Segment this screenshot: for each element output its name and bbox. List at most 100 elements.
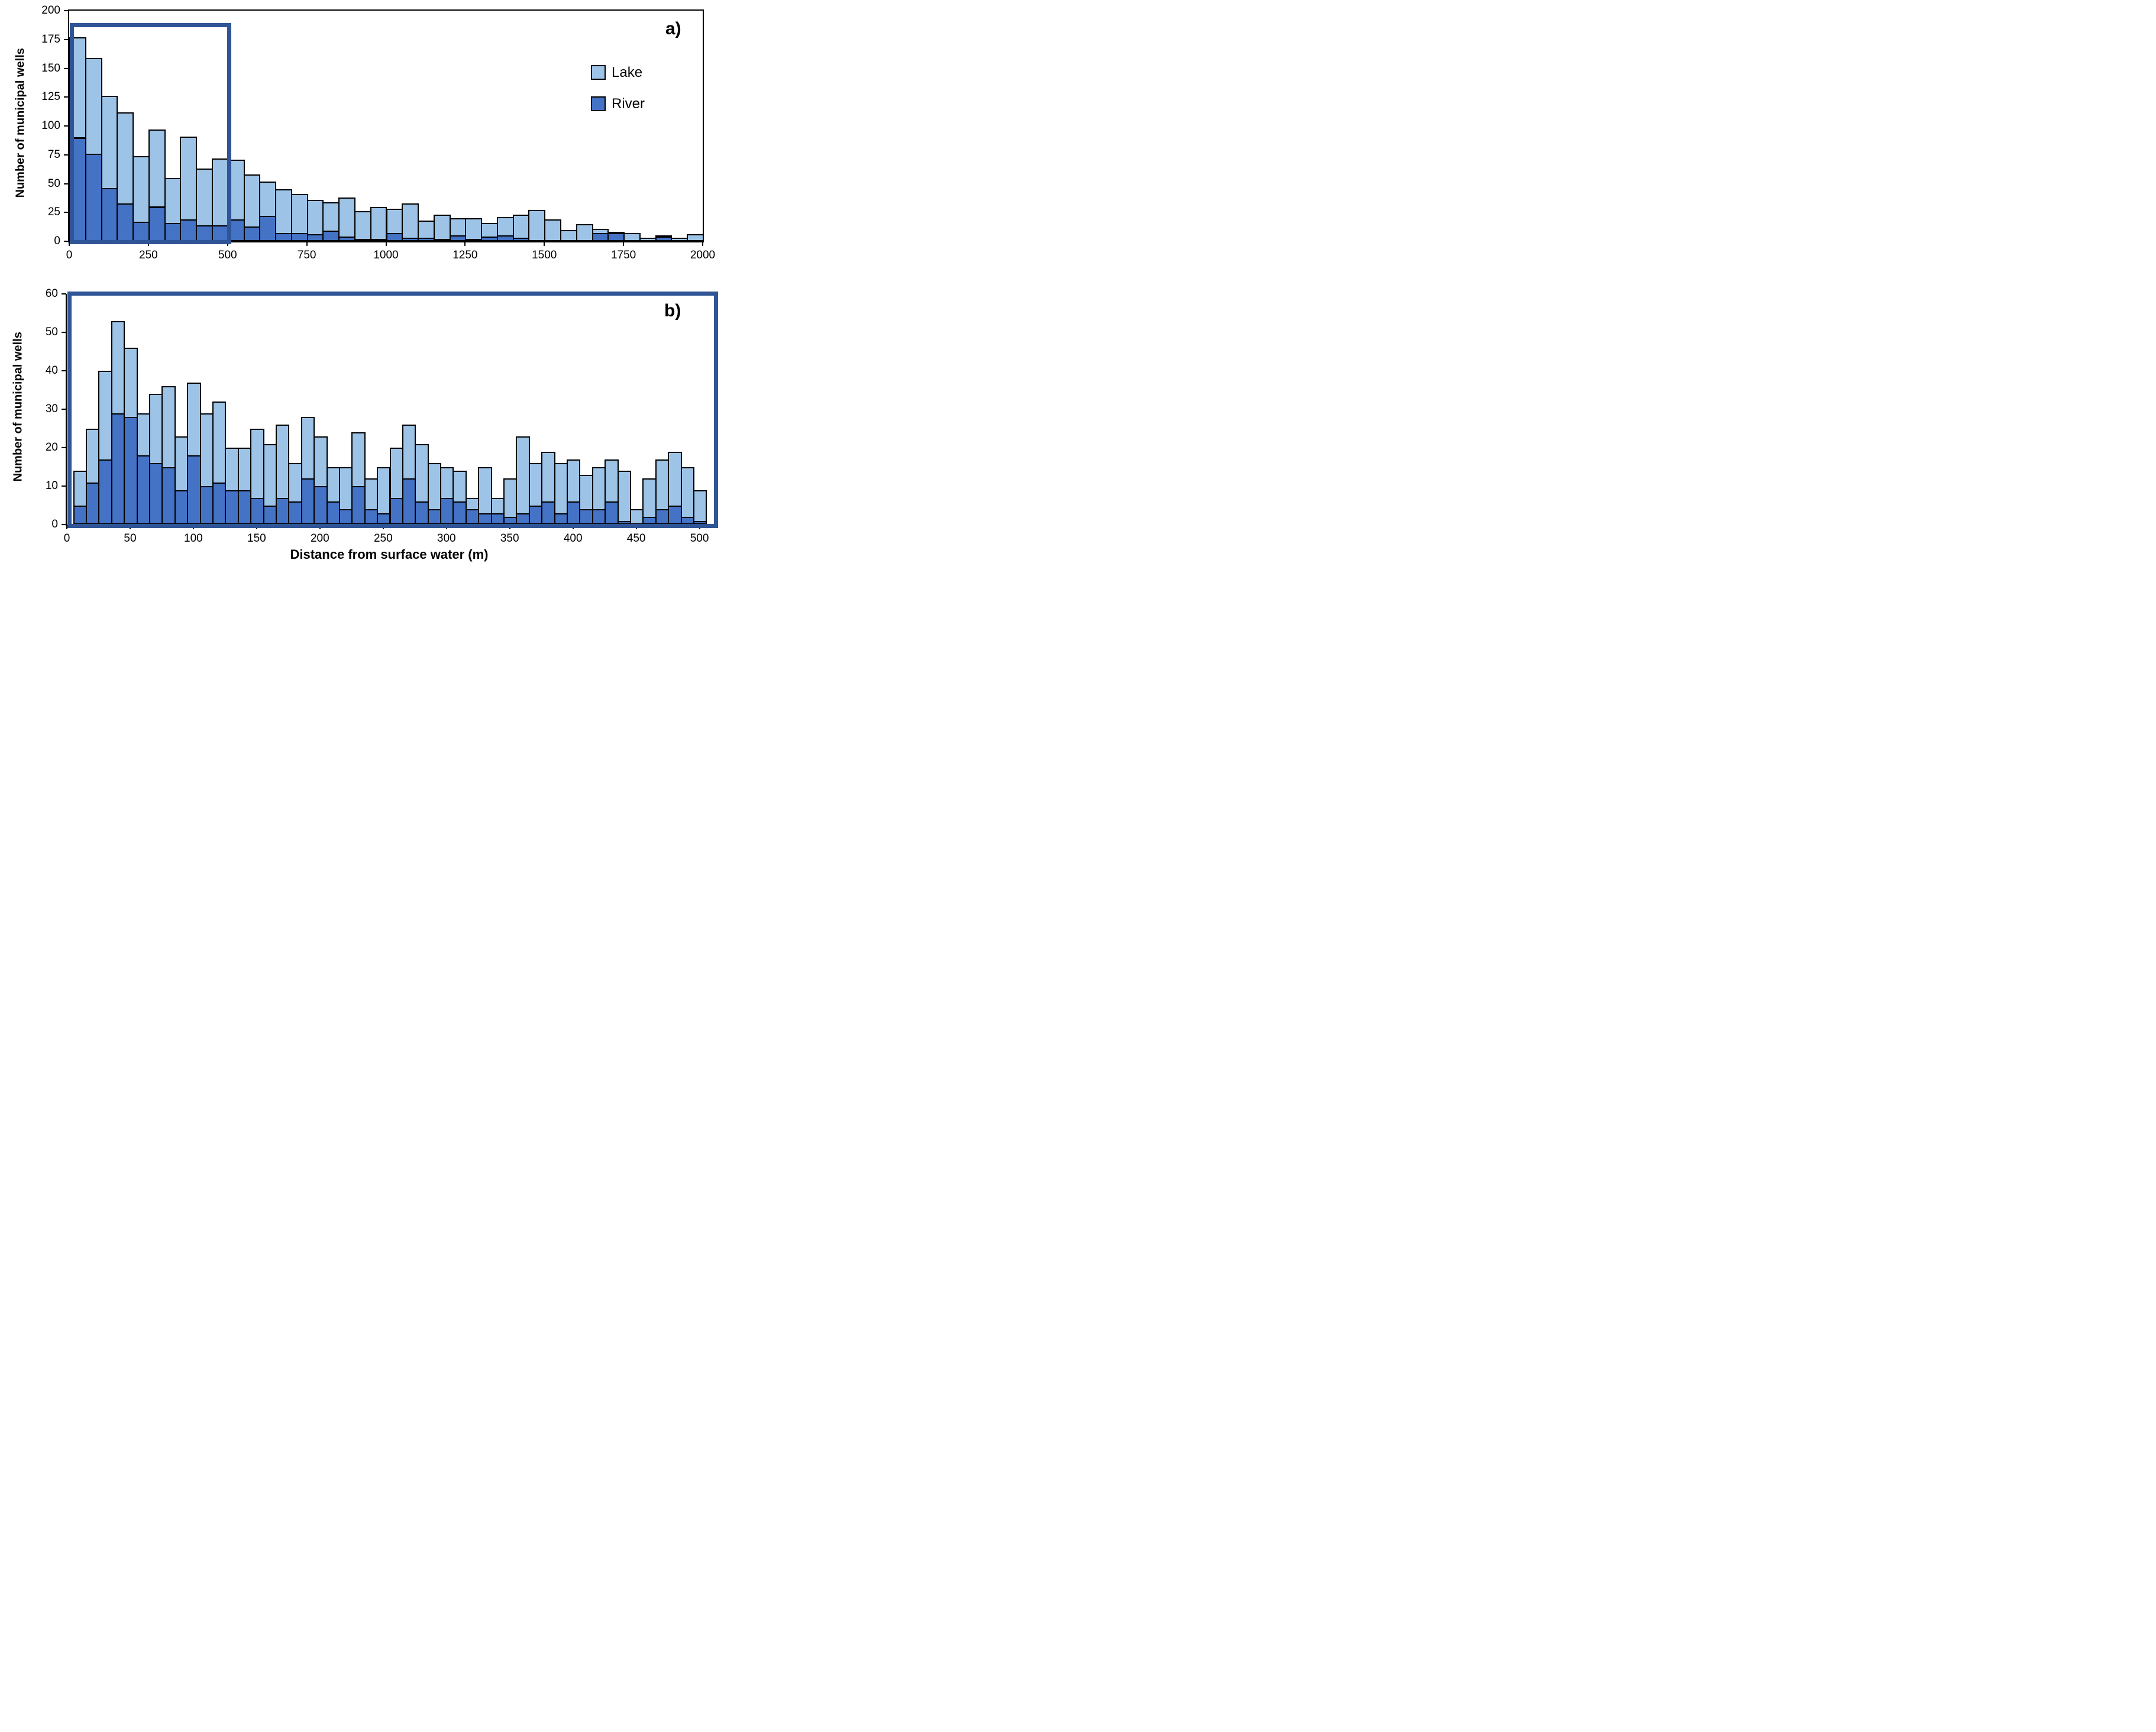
two-panel-histogram-figure: Number of municipal wells a) Lake River … xyxy=(0,0,719,577)
bar-segment-lake xyxy=(452,471,467,503)
x-tick-label: 1250 xyxy=(452,249,478,261)
x-tick-mark xyxy=(464,241,466,246)
bar-segment-lake xyxy=(465,218,483,241)
y-tick-mark xyxy=(64,96,69,98)
x-tick-mark xyxy=(702,241,703,246)
bar-segment-lake xyxy=(313,436,328,487)
x-axis-title: Distance from surface water (m) xyxy=(290,547,489,562)
bar-segment-lake xyxy=(370,206,387,241)
x-tick-mark xyxy=(66,525,67,529)
y-tick-label: 175 xyxy=(41,33,60,46)
y-tick-label: 100 xyxy=(41,119,60,132)
x-tick-label: 250 xyxy=(139,249,158,261)
x-tick-label: 100 xyxy=(184,532,203,545)
legend-river-label: River xyxy=(612,95,645,112)
bar-segment-lake xyxy=(338,197,355,238)
bar-segment-river xyxy=(275,233,292,241)
x-tick-label: 200 xyxy=(310,532,329,545)
bar-segment-lake xyxy=(639,238,657,241)
y-tick-mark xyxy=(62,293,66,294)
bar-segment-lake xyxy=(591,228,609,235)
bar-segment-lake xyxy=(544,219,562,241)
x-tick-label: 1000 xyxy=(373,249,399,261)
bar-segment-lake xyxy=(576,224,593,241)
bar-segment-lake xyxy=(212,402,227,484)
zoom-region-inset-box xyxy=(70,23,232,244)
y-tick-label: 0 xyxy=(54,235,60,247)
x-tick-label: 750 xyxy=(297,249,316,261)
y-tick-label: 0 xyxy=(51,518,58,530)
bar-segment-lake xyxy=(259,181,277,218)
legend-item-river: River xyxy=(591,96,645,111)
bar-segment-river xyxy=(322,231,340,241)
y-tick-mark xyxy=(64,154,69,156)
y-tick-mark xyxy=(62,447,66,448)
x-tick-label: 1750 xyxy=(610,249,636,261)
x-tick-label: 500 xyxy=(690,532,709,545)
bar-segment-lake xyxy=(275,425,290,499)
bar-segment-lake xyxy=(402,203,419,239)
bar-segment-lake xyxy=(275,189,292,235)
bar-segment-river xyxy=(259,216,277,241)
x-tick-label: 450 xyxy=(626,532,646,545)
bar-segment-lake xyxy=(496,217,514,237)
y-tick-label: 10 xyxy=(45,480,58,492)
bar-segment-lake xyxy=(671,238,689,241)
bar-segment-lake xyxy=(243,174,261,228)
y-tick-label: 150 xyxy=(41,61,60,75)
bar-segment-lake xyxy=(687,234,704,242)
x-tick-mark xyxy=(385,241,387,246)
bar-segment-river xyxy=(386,233,403,241)
y-tick-label: 125 xyxy=(41,90,60,103)
y-tick-mark xyxy=(64,212,69,213)
y-tick-label: 20 xyxy=(45,441,58,454)
x-tick-mark xyxy=(623,241,625,246)
x-tick-label: 350 xyxy=(500,532,519,545)
bar-segment-lake xyxy=(306,199,324,236)
y-tick-mark xyxy=(64,125,69,127)
bar-segment-lake xyxy=(290,194,308,235)
bar-segment-lake xyxy=(161,386,176,468)
x-tick-label: 0 xyxy=(63,532,70,545)
y-tick-mark xyxy=(64,38,69,40)
y-tick-label: 30 xyxy=(45,403,58,415)
legend: Lake River xyxy=(69,11,703,241)
bar-segment-lake xyxy=(655,235,673,238)
y-tick-mark xyxy=(62,524,66,525)
legend-lake-label: Lake xyxy=(612,64,643,80)
y-tick-label: 50 xyxy=(45,326,58,338)
bar-segment-lake xyxy=(164,177,182,224)
legend-item-lake: Lake xyxy=(591,65,642,80)
bar-segment-lake xyxy=(148,129,166,208)
x-tick-label: 250 xyxy=(373,532,393,545)
bar-segment-lake xyxy=(124,348,138,418)
bar-segment-lake xyxy=(386,209,403,235)
y-tick-mark xyxy=(64,183,69,184)
bar-segment-river xyxy=(591,233,609,241)
bar-segment-lake xyxy=(418,220,435,239)
y-tick-mark xyxy=(64,67,69,69)
bar-segment-lake xyxy=(693,490,707,522)
bar-segment-lake xyxy=(560,229,577,241)
bar-segment-river xyxy=(290,233,308,241)
x-tick-label: 0 xyxy=(66,249,73,261)
bar-segment-river xyxy=(243,226,261,241)
bar-segment-lake xyxy=(351,432,366,487)
y-tick-mark xyxy=(64,10,69,11)
y-tick-label: 200 xyxy=(41,4,60,17)
x-tick-label: 2000 xyxy=(690,249,716,261)
y-tick-label: 25 xyxy=(47,206,60,219)
x-tick-mark xyxy=(306,241,308,246)
bar-segment-lake xyxy=(211,158,229,226)
bar-segment-lake xyxy=(607,232,625,235)
bar-segment-lake xyxy=(623,233,641,242)
lake-swatch-icon xyxy=(591,65,606,80)
panel-b-plot-area: b) 0 10 20 30 40 50 60 0 50 100 150 200 250 300 350 400… xyxy=(46,288,718,544)
river-swatch-icon xyxy=(591,96,606,111)
x-tick-mark xyxy=(544,241,545,246)
bar-segment-lake xyxy=(617,471,631,522)
y-tick-label: 50 xyxy=(47,177,60,190)
x-tick-mark xyxy=(69,241,70,246)
x-tick-label: 500 xyxy=(218,249,237,261)
panel-a-label: a) xyxy=(665,19,681,38)
